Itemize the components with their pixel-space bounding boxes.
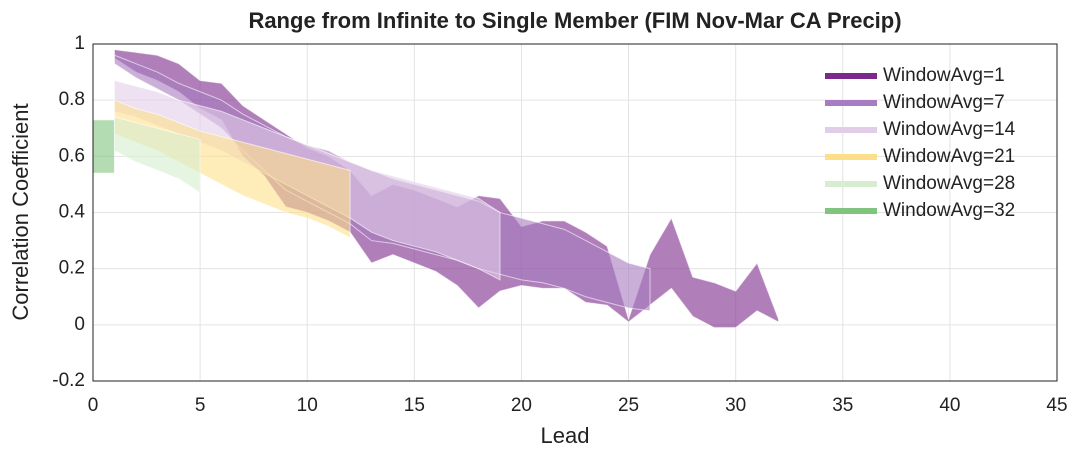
- y-tick-label: 0.4: [59, 202, 86, 223]
- legend-label: WindowAvg=7: [883, 92, 1005, 113]
- x-tick-label: 15: [404, 395, 425, 416]
- y-axis-label: Correlation Coefficient: [8, 103, 33, 320]
- x-tick-label: 0: [88, 395, 99, 416]
- axes-box: [92, 43, 1058, 382]
- range-band: [113, 49, 780, 329]
- x-axis-label: Lead: [541, 423, 590, 448]
- legend-label: WindowAvg=21: [883, 146, 1015, 167]
- y-tick-label: 0: [74, 314, 85, 335]
- x-tick-label: 5: [195, 395, 206, 416]
- y-tick-label: 0.6: [59, 145, 85, 166]
- x-tick-label: 40: [939, 395, 960, 416]
- legend-label: WindowAvg=32: [883, 200, 1015, 221]
- y-tick-label: 1: [74, 33, 85, 54]
- x-tick-label: 10: [297, 395, 318, 416]
- y-tick-label: 0.8: [59, 89, 85, 110]
- range-band: [92, 119, 115, 174]
- x-tick-label: 35: [832, 395, 853, 416]
- y-tick-label: -0.2: [52, 370, 85, 391]
- legend-label: WindowAvg=14: [883, 119, 1016, 140]
- range-band: [113, 116, 201, 194]
- chart-title: Range from Infinite to Single Member (FI…: [248, 8, 901, 33]
- x-tick-label: 45: [1046, 395, 1067, 416]
- x-tick-label: 25: [618, 395, 639, 416]
- legend-label: WindowAvg=1: [883, 65, 1005, 86]
- y-tick-label: 0.2: [59, 258, 85, 279]
- x-tick-label: 20: [511, 395, 532, 416]
- x-tick-label: 30: [725, 395, 746, 416]
- legend-label: WindowAvg=28: [883, 173, 1015, 194]
